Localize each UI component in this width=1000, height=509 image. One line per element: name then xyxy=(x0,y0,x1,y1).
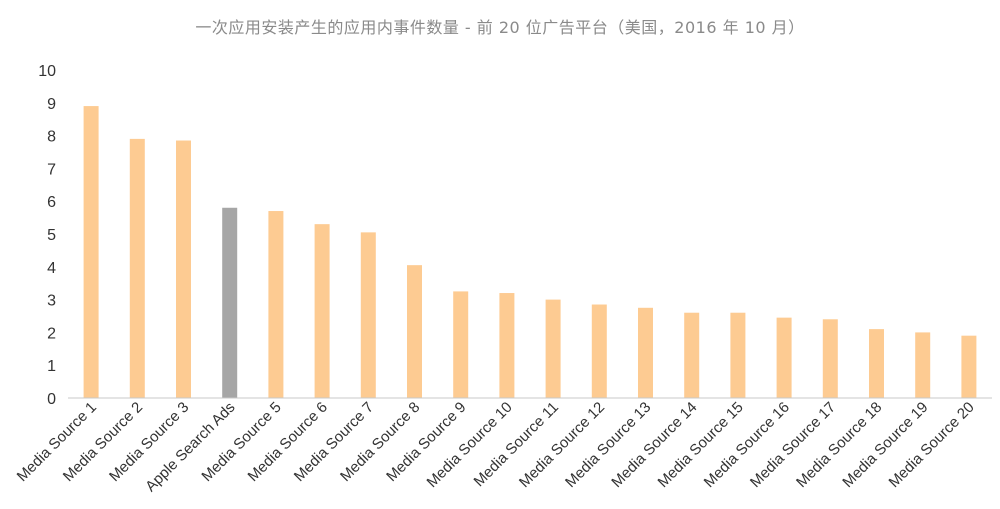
x-category-label: Media Source 15 xyxy=(655,399,747,491)
y-tick-label: 6 xyxy=(47,194,56,211)
bar xyxy=(268,211,284,398)
bar xyxy=(407,265,422,398)
bar xyxy=(176,140,191,398)
bar xyxy=(684,312,700,398)
bar xyxy=(314,224,330,398)
y-tick-label: 4 xyxy=(47,260,56,277)
y-axis-ticks: 0 1 2 3 4 5 6 7 8 9 10 xyxy=(38,63,56,408)
bar xyxy=(638,307,653,398)
y-tick-label: 7 xyxy=(47,161,56,178)
y-tick-label: 8 xyxy=(47,129,56,146)
x-category-label: Media Source 13 xyxy=(562,399,654,491)
y-tick-label: 9 xyxy=(47,96,56,113)
x-category-label: Media Source 10 xyxy=(424,399,516,491)
y-tick-label: 3 xyxy=(47,293,56,310)
x-category-label: Media Source 16 xyxy=(701,399,793,491)
bar xyxy=(869,329,884,398)
y-tick-label: 10 xyxy=(38,63,56,80)
x-category-label: Media Source 11 xyxy=(471,399,562,490)
x-category-label: Media Source 19 xyxy=(839,399,931,491)
x-category-label: Media Source 3 xyxy=(106,399,192,485)
bar xyxy=(360,232,376,398)
bar xyxy=(776,317,792,398)
x-category-label: Media Source 8 xyxy=(337,399,423,485)
bar xyxy=(961,335,977,398)
bar xyxy=(545,299,561,398)
y-tick-label: 1 xyxy=(47,358,56,375)
x-category-label: Media Source 20 xyxy=(886,399,978,491)
y-tick-label: 5 xyxy=(47,227,56,244)
bar xyxy=(453,291,469,398)
x-category-label: Media Source 7 xyxy=(291,399,377,485)
x-category-label: Media Source 6 xyxy=(245,399,331,485)
bar xyxy=(129,138,145,398)
x-category-label: Media Source 17 xyxy=(747,399,839,491)
bar xyxy=(499,293,515,398)
y-tick-label: 2 xyxy=(47,325,56,342)
bar xyxy=(730,312,746,398)
bar xyxy=(591,304,607,398)
x-category-label: Media Source 18 xyxy=(793,399,885,491)
y-tick-label: 0 xyxy=(47,391,56,408)
x-category-label: Media Source 1 xyxy=(14,399,100,485)
bar xyxy=(83,106,99,398)
chart-title: 一次应用安装产生的应用内事件数量 - 前 20 位广告平台（美国，2016 年 … xyxy=(195,18,805,37)
bar-series xyxy=(83,106,977,398)
bar xyxy=(915,332,931,398)
x-category-label: Media Source 9 xyxy=(383,399,469,485)
x-category-label: Media Source 14 xyxy=(608,399,700,491)
bar xyxy=(822,319,838,398)
bar xyxy=(222,207,238,398)
x-category-label: Media Source 12 xyxy=(516,399,608,491)
x-category-label: Media Source 5 xyxy=(198,399,284,485)
x-category-label: Media Source 2 xyxy=(60,399,146,485)
